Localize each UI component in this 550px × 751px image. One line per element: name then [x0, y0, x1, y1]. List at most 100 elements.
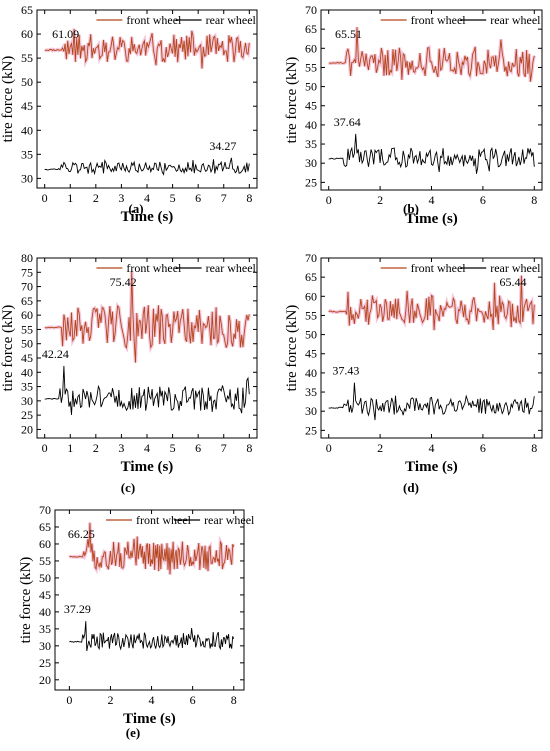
x-tick-label: 8 — [531, 193, 537, 207]
legend-label-rear: rear wheel — [206, 13, 257, 27]
y-tick-label: 55 — [21, 51, 33, 65]
x-tick-label: 2 — [107, 693, 113, 707]
y-tick-label: 45 — [39, 588, 51, 602]
series-front-wheel — [328, 27, 535, 82]
y-tick-label: 45 — [305, 99, 317, 113]
x-tick-label: 3 — [118, 191, 124, 205]
legend-label-front: front wheel — [411, 13, 467, 27]
y-tick-label: 70 — [39, 503, 51, 517]
y-tick-label: 45 — [21, 99, 33, 113]
chart-panel-b: 25 30 35 40 45 50 55 60 65 70 0 2 4 6 8 Time (s) tire fo… — [284, 3, 543, 227]
y-tick-label: 55 — [305, 308, 317, 322]
legend-label-rear: rear wheel — [206, 261, 257, 275]
y-tick-label: 30 — [21, 394, 33, 408]
x-tick-label: 5 — [170, 441, 176, 455]
x-tick-label: 6 — [195, 441, 201, 455]
annotation-label: 75.42 — [110, 275, 137, 289]
y-tick-label: 25 — [305, 175, 317, 189]
series-front-wheel — [44, 28, 250, 69]
x-axis-label: Time (s) — [121, 209, 174, 225]
chart-panel-d: 25 30 35 40 45 50 55 60 65 70 0 2 4 6 8 Time (s) tire fo… — [284, 251, 543, 495]
x-tick-label: 5 — [170, 191, 176, 205]
panel-caption: (a) — [128, 201, 143, 216]
x-tick-label: 2 — [377, 193, 383, 207]
y-tick-label: 75 — [21, 265, 33, 279]
series-rear-wheel — [328, 382, 535, 421]
x-tick-label: 4 — [144, 191, 150, 205]
y-tick-label: 30 — [305, 156, 317, 170]
y-axis-label: tire force (kN) — [0, 305, 16, 392]
x-tick-label: 0 — [42, 191, 48, 205]
legend-label-front: front wheel — [136, 513, 192, 527]
legend-label-front: front wheel — [411, 261, 467, 275]
y-tick-label: 20 — [21, 422, 33, 436]
series-front-wheel — [328, 275, 535, 331]
y-tick-label: 55 — [21, 322, 33, 336]
y-tick-label: 40 — [305, 366, 317, 380]
y-tick-label: 60 — [39, 537, 51, 551]
x-tick-label: 1 — [67, 191, 73, 205]
x-axis-label: Time (s) — [405, 459, 458, 475]
x-tick-label: 0 — [326, 193, 332, 207]
y-tick-label: 60 — [305, 289, 317, 303]
x-tick-label: 4 — [429, 193, 435, 207]
annotation-label: 34.27 — [209, 139, 236, 153]
x-tick-label: 8 — [246, 191, 252, 205]
annotation-label: 66.25 — [68, 527, 95, 541]
y-tick-label: 45 — [21, 351, 33, 365]
x-tick-label: 2 — [377, 441, 383, 455]
series-front-wheel — [69, 522, 235, 575]
panel-caption: (b) — [403, 201, 419, 216]
y-tick-label: 80 — [21, 251, 33, 265]
annotation-label: 42.24 — [42, 347, 69, 361]
y-tick-label: 25 — [21, 408, 33, 422]
x-tick-label: 7 — [221, 441, 227, 455]
x-tick-label: 0 — [326, 441, 332, 455]
annotation-label: 37.43 — [332, 364, 359, 378]
x-tick-label: 4 — [149, 693, 155, 707]
x-tick-label: 6 — [195, 191, 201, 205]
x-tick-label: 6 — [190, 693, 196, 707]
y-tick-label: 30 — [39, 639, 51, 653]
y-tick-label: 40 — [39, 605, 51, 619]
series-front-wheel — [44, 271, 250, 363]
x-tick-label: 6 — [480, 193, 486, 207]
y-tick-label: 65 — [305, 270, 317, 284]
annotation-label: 65.44 — [499, 275, 526, 289]
x-tick-label: 4 — [144, 441, 150, 455]
y-axis-label: tire force (kN) — [18, 557, 34, 644]
legend-label-rear: rear wheel — [490, 261, 541, 275]
y-axis-label: tire force (kN) — [284, 305, 300, 392]
y-tick-label: 40 — [305, 118, 317, 132]
y-tick-label: 50 — [21, 75, 33, 89]
y-tick-label: 40 — [21, 365, 33, 379]
y-tick-label: 35 — [21, 147, 33, 161]
x-tick-label: 0 — [66, 693, 72, 707]
panel-caption: (c) — [121, 480, 135, 495]
panel-caption: (d) — [403, 480, 419, 495]
y-tick-label: 35 — [305, 385, 317, 399]
y-axis-label: tire force (kN) — [284, 57, 300, 144]
annotation-label: 37.29 — [64, 602, 91, 616]
x-tick-label: 2 — [93, 441, 99, 455]
y-tick-label: 65 — [21, 3, 33, 17]
x-tick-label: 7 — [221, 191, 227, 205]
x-tick-label: 8 — [531, 441, 537, 455]
x-tick-label: 4 — [429, 441, 435, 455]
plot-frame — [54, 509, 245, 691]
panel-caption: (e) — [126, 725, 140, 740]
x-tick-label: 2 — [93, 191, 99, 205]
x-axis-label: Time (s) — [121, 459, 174, 475]
y-tick-label: 60 — [305, 41, 317, 55]
y-tick-label: 55 — [305, 60, 317, 74]
series-rear-wheel — [44, 365, 250, 415]
y-tick-label: 70 — [21, 280, 33, 294]
y-tick-label: 65 — [39, 520, 51, 534]
y-tick-label: 65 — [305, 22, 317, 36]
y-tick-label: 35 — [39, 622, 51, 636]
y-tick-label: 35 — [305, 137, 317, 151]
x-tick-label: 0 — [42, 441, 48, 455]
series-rear-wheel — [44, 157, 250, 176]
